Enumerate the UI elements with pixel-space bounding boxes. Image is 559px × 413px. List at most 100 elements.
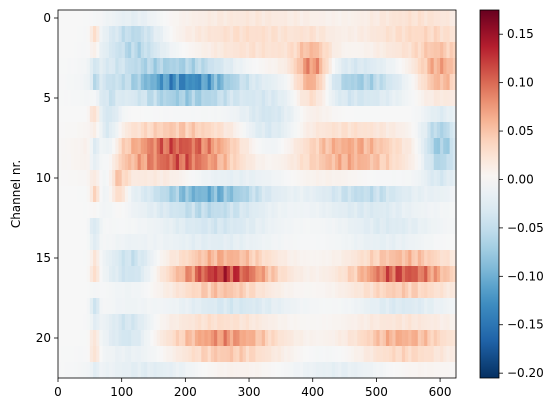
heat-cell — [150, 346, 155, 363]
heat-cell — [226, 218, 231, 235]
heat-cell — [303, 266, 307, 283]
heat-cell — [379, 154, 384, 171]
heat-cell — [226, 26, 231, 43]
heat-cell — [185, 346, 190, 363]
heat-cell — [99, 154, 104, 171]
heat-cell — [312, 282, 317, 299]
heat-cell — [357, 282, 362, 299]
heat-cell — [325, 58, 330, 75]
heat-cell — [420, 10, 425, 27]
heat-cell — [405, 250, 409, 267]
heat-cell — [373, 234, 377, 251]
heat-cell — [121, 314, 126, 331]
heat-cell — [392, 202, 397, 219]
heat-cell — [405, 138, 409, 155]
heat-cell — [73, 74, 78, 91]
heat-cell — [338, 362, 342, 379]
heat-cell — [258, 106, 263, 123]
heat-cell — [366, 346, 371, 363]
heat-cell — [373, 314, 377, 331]
heat-cell — [398, 26, 403, 43]
heat-cell — [315, 234, 320, 251]
heat-cell — [159, 74, 164, 91]
heat-cell — [268, 202, 272, 219]
heat-cell — [280, 74, 285, 91]
heat-cell — [433, 218, 438, 235]
heat-cell — [424, 154, 428, 171]
heat-cell — [249, 42, 253, 59]
heat-cell — [347, 218, 352, 235]
heat-cell — [249, 218, 253, 235]
heat-cell — [77, 170, 81, 187]
heat-cell — [299, 42, 304, 59]
heat-cell — [296, 138, 301, 155]
heat-cell — [373, 170, 377, 187]
heat-cell — [430, 186, 435, 203]
heat-cell — [118, 314, 123, 331]
heat-cell — [214, 362, 218, 379]
heat-cell — [233, 154, 237, 171]
heat-cell — [236, 266, 241, 283]
heat-cell — [77, 138, 81, 155]
heat-cell — [312, 58, 317, 75]
heat-cell — [303, 10, 307, 27]
heat-cell — [261, 138, 266, 155]
heat-cell — [417, 202, 422, 219]
heat-cell — [271, 346, 276, 363]
heat-cell — [83, 106, 88, 123]
heat-cell — [217, 346, 221, 363]
heat-cell — [268, 186, 272, 203]
heat-cell — [201, 202, 206, 219]
heat-cell — [268, 250, 272, 267]
heat-cell — [83, 218, 88, 235]
heat-cell — [77, 346, 81, 363]
heat-cell — [207, 122, 212, 139]
heat-cell — [163, 314, 167, 331]
heat-cell — [175, 42, 180, 59]
heat-cell — [350, 74, 355, 91]
heat-cell — [357, 106, 362, 123]
heat-cell — [64, 330, 69, 347]
heat-cell — [433, 362, 438, 379]
heat-cell — [99, 122, 104, 139]
heat-cell — [417, 298, 422, 315]
heat-cell — [325, 74, 330, 91]
heat-cell — [392, 74, 397, 91]
heat-cell — [223, 362, 228, 379]
heat-cell — [131, 10, 136, 27]
heat-cell — [223, 218, 228, 235]
heat-cell — [131, 314, 136, 331]
heat-cell — [284, 106, 288, 123]
heat-cell — [306, 106, 311, 123]
heat-cell — [166, 282, 171, 299]
heat-cell — [175, 90, 180, 107]
heat-cell — [370, 122, 374, 139]
heat-cell — [357, 74, 362, 91]
heat-cell — [112, 42, 116, 59]
heat-cell — [379, 362, 384, 379]
heat-cell — [385, 202, 390, 219]
heat-cell — [440, 186, 444, 203]
heat-cell — [233, 10, 237, 27]
heat-cell — [373, 154, 377, 171]
heat-cell — [363, 282, 368, 299]
heat-cell — [350, 170, 355, 187]
heat-cell — [175, 74, 180, 91]
heat-cell — [58, 330, 62, 347]
heat-cell — [118, 42, 123, 59]
heat-cell — [401, 106, 406, 123]
heat-cell — [296, 58, 301, 75]
heat-cell — [271, 26, 276, 43]
heat-cell — [169, 266, 174, 283]
heat-cell — [191, 186, 196, 203]
heat-cell — [328, 346, 333, 363]
heat-cell — [392, 266, 397, 283]
heat-cell — [220, 26, 225, 43]
heat-cell — [277, 90, 282, 107]
heat-cell — [344, 362, 349, 379]
colorbar-tick-label: 0.00 — [507, 172, 534, 186]
heat-cell — [331, 154, 336, 171]
heat-cell — [245, 234, 250, 251]
heat-cell — [178, 186, 183, 203]
heat-cell — [61, 314, 65, 331]
